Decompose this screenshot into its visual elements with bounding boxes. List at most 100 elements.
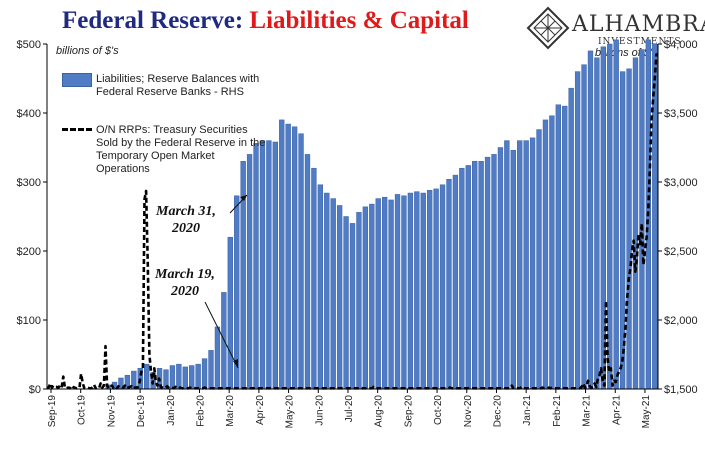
arrowhead-march-31 — [240, 195, 247, 201]
x-tick-label: May-20 — [285, 395, 296, 429]
title-part1: Federal Reserve: — [62, 7, 244, 34]
right-tick-label: $3,000 — [664, 177, 698, 189]
left-tick-label: $200 — [17, 246, 41, 258]
left-tick-label: $400 — [17, 108, 41, 120]
bar — [246, 154, 253, 390]
x-tick-label: May-21 — [641, 395, 652, 429]
bar — [182, 366, 188, 390]
x-tick-label: Apr-20 — [255, 395, 266, 425]
right-tick-label: $4,000 — [664, 39, 698, 51]
bar — [517, 140, 523, 390]
bar — [439, 184, 446, 390]
x-tick-label: Oct-19 — [77, 395, 88, 425]
bar — [420, 192, 426, 390]
bar — [369, 203, 375, 390]
x-tick-label: Jan-20 — [166, 395, 177, 426]
x-tick-label: Sep-19 — [47, 395, 58, 428]
bar — [587, 50, 594, 390]
bar — [272, 141, 278, 390]
bar — [259, 140, 266, 390]
bar — [465, 165, 471, 390]
arrow-march-19 — [204, 301, 239, 369]
x-tick-label: Feb-21 — [552, 395, 563, 427]
annotation-march-19: March 19, 2020 — [155, 266, 215, 300]
bar — [336, 205, 343, 390]
annotation-march-31-line1: March 31, — [156, 204, 216, 219]
legend-line-line1: O/N RRPs: Treasury Securities — [96, 124, 248, 136]
annotation-march-19-line2: 2020 — [170, 284, 199, 299]
bar — [311, 167, 317, 390]
bar — [394, 194, 401, 390]
bar — [285, 123, 291, 390]
right-tick-label: $2,000 — [664, 315, 698, 327]
right-tick-label: $2,500 — [664, 246, 698, 258]
logo-subtitle: INVESTMENTS — [598, 37, 682, 47]
bar — [568, 87, 574, 390]
bar — [227, 236, 233, 390]
bar — [555, 104, 561, 390]
alhambra-logo-icon — [526, 6, 570, 50]
bar — [304, 154, 311, 390]
x-tick-label: Jun-20 — [314, 395, 325, 426]
bar — [176, 363, 182, 390]
bar — [317, 184, 324, 390]
tick-labels: $0 $100 $200 $300 $400 $500 $1,500 $2,000 $2,500… — [17, 39, 698, 428]
x-tick-label: Nov-20 — [463, 395, 474, 428]
bar — [497, 147, 504, 390]
bar — [169, 365, 176, 390]
left-tick-label: $300 — [17, 177, 41, 189]
right-tick-label: $1,500 — [664, 384, 698, 396]
bar — [324, 192, 330, 390]
bar — [362, 206, 369, 390]
x-tick-label: Jul-20 — [344, 395, 355, 423]
x-tick-label: Sep-20 — [403, 395, 414, 428]
left-axis-unit: billions of $'s — [56, 45, 119, 57]
x-tick-label: Feb-20 — [195, 395, 206, 427]
bar — [594, 57, 600, 390]
bar — [613, 39, 619, 390]
x-tick-label: Mar-21 — [582, 395, 593, 427]
legend-line-swatch — [62, 128, 92, 131]
bar — [214, 326, 221, 390]
bar — [632, 57, 639, 390]
legend-bar-line2: Federal Reserve Banks - RHS — [96, 86, 244, 98]
annotation-march-31: March 31, 2020 — [156, 203, 216, 237]
right-tick-label: $3,500 — [664, 108, 698, 120]
bar — [626, 68, 632, 390]
bar — [381, 196, 388, 390]
bar — [549, 115, 555, 390]
x-tick-label: Nov-19 — [106, 395, 117, 428]
bar — [581, 64, 587, 390]
legend-bar-label: Liabilities; Reserve Balances with Feder… — [96, 73, 259, 99]
x-tick-label: Dec-20 — [492, 395, 503, 428]
x-tick-label: Dec-19 — [136, 395, 147, 428]
bar — [639, 49, 645, 390]
bar — [574, 71, 581, 390]
x-tick-label: Oct-20 — [433, 395, 444, 425]
bar — [407, 192, 414, 390]
bar — [208, 350, 214, 390]
bar — [253, 143, 259, 390]
x-tick-label: Mar-20 — [225, 395, 236, 427]
bar — [356, 212, 362, 390]
left-tick-label: $100 — [17, 315, 41, 327]
bar — [349, 223, 356, 390]
bar — [452, 174, 459, 390]
bar — [388, 199, 394, 390]
bar — [279, 119, 285, 390]
legend-bar-swatch — [62, 73, 92, 87]
bar — [240, 161, 246, 390]
bar — [375, 198, 381, 390]
bar — [459, 167, 465, 390]
bar — [536, 129, 542, 390]
left-tick-label: $500 — [17, 39, 41, 51]
bar — [562, 105, 568, 390]
title-part2: Liabilities & Capital — [249, 7, 469, 34]
legend-line-line2: Sold by the Federal Reserve in the — [96, 137, 266, 149]
bar — [343, 216, 349, 390]
bar — [542, 119, 549, 390]
annotation-march-31-line2: 2020 — [171, 221, 200, 236]
bar — [529, 137, 536, 390]
bar — [201, 358, 208, 390]
